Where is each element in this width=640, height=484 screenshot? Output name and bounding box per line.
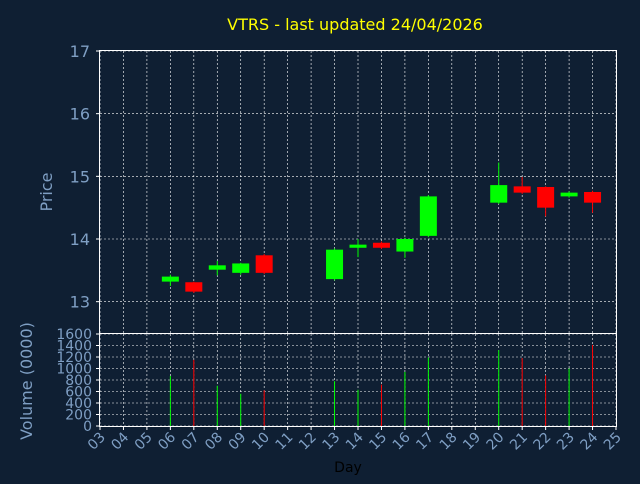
x-tick-label: 13 (319, 430, 343, 454)
x-tick-label: 14 (343, 429, 367, 453)
candle-body (419, 196, 437, 236)
volume-y-tick-label: 0 (83, 419, 92, 435)
volume-y-tick-label: 400 (65, 396, 92, 412)
volume-y-tick-label: 800 (65, 373, 92, 389)
candle-body (185, 282, 203, 292)
x-tick-label: 24 (577, 429, 601, 453)
x-tick-label: 19 (460, 430, 484, 454)
price-y-tick-label: 15 (70, 167, 90, 186)
volume-y-tick-label: 1400 (56, 339, 92, 355)
price-grid (99, 50, 617, 333)
candle-body (396, 239, 414, 252)
volume-bars (169, 344, 594, 426)
x-tick-label: 07 (179, 430, 203, 454)
price-y-tick-label: 14 (70, 230, 90, 249)
price-y-tick-label: 13 (70, 293, 90, 312)
x-tick-label: 04 (108, 429, 132, 453)
candle-body (326, 249, 344, 280)
candles (161, 162, 602, 293)
volume-y-tick-label: 600 (65, 385, 92, 401)
candle-body (372, 242, 390, 248)
x-tick-label: 10 (249, 430, 273, 454)
candle-body (232, 263, 250, 273)
price-y-tick-label: 17 (70, 42, 90, 61)
x-tick-label: 11 (273, 430, 297, 454)
candle-body (537, 186, 555, 208)
price-y-tick-label: 16 (70, 105, 90, 124)
volume-y-axis-label: Volume (0000) (17, 322, 36, 440)
x-tick-label: 23 (554, 430, 578, 454)
x-tick-label: 20 (484, 430, 508, 454)
volume-y-tick-label: 1000 (56, 362, 92, 378)
candle-body (560, 192, 578, 197)
price-y-ticks: 13 14 15 16 17 (70, 42, 100, 312)
chart-title: VTRS - last updated 24/04/2026 (227, 15, 483, 34)
price-y-axis-label: Price (37, 172, 56, 211)
candle-body (490, 185, 508, 203)
volume-y-tick-label: 1600 (56, 327, 92, 343)
x-axis-label: Day (334, 460, 362, 476)
x-tick-label: 21 (507, 430, 531, 454)
x-tick-label: 12 (296, 430, 320, 454)
candle-body (513, 186, 531, 193)
x-axis-ticks: 03 04 05 06 07 08 09 10 11 12 13 14 15 16 17 18 19 20 21 22… (85, 426, 625, 453)
x-tick-label: 09 (226, 430, 250, 454)
volume-y-tick-label: 200 (65, 408, 92, 424)
candle-body (161, 276, 179, 282)
x-tick-label: 15 (366, 430, 390, 454)
candle-body (255, 255, 273, 273)
x-tick-label: 05 (132, 430, 156, 454)
candle-body (349, 244, 367, 248)
candle-body (208, 265, 226, 270)
x-tick-label: 17 (413, 430, 437, 454)
x-tick-label: 18 (437, 430, 461, 454)
x-tick-label: 06 (155, 429, 179, 453)
x-tick-label: 25 (601, 430, 625, 454)
x-tick-label: 22 (531, 430, 555, 454)
candle-body (584, 192, 602, 203)
x-tick-label: 08 (202, 430, 226, 454)
volume-y-tick-label: 1200 (56, 350, 92, 366)
x-tick-label: 16 (390, 429, 414, 453)
